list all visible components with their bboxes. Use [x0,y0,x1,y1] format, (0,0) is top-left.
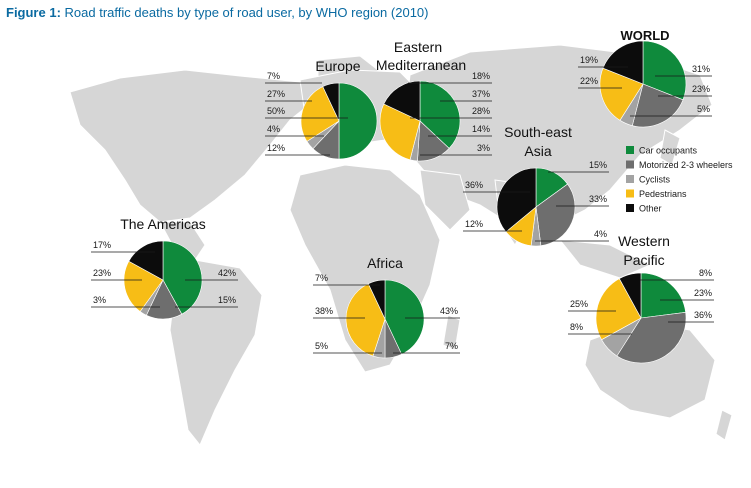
legend: Car occupants Motorized 2-3 wheelers Cycli… [626,146,733,214]
pie-slice-south-east-asia-motorized-2-3-wheelers [535,183,576,247]
data-label-eastern-mediterranean-other: 18% [472,71,490,81]
legend-swatch-other [626,204,634,212]
pie-slice-africa-other [367,279,386,320]
data-label-south-east-asia-car-occupants: 15% [589,160,607,170]
region-title-south-east-asia-line2: Asia [524,143,551,159]
data-label-the-americas-cyclists: 3% [93,295,106,305]
data-label-world-cyclists: 5% [697,104,710,114]
data-label-western-pacific-cyclists: 8% [570,322,583,332]
data-label-eastern-mediterranean-pedestrians: 28% [472,106,490,116]
region-title-eastern-mediterranean: Eastern [394,39,442,55]
legend-label-motorized-2-3-wheelers: Motorized 2-3 wheelers [639,160,733,170]
data-label-south-east-asia-other: 36% [465,180,483,190]
data-label-africa-motorized-2-3-wheelers: 7% [445,341,458,351]
legend-swatch-pedestrians [626,189,634,198]
legend-swatch-cyclists [626,175,634,183]
pie-slice-western-pacific-pedestrians [595,278,642,341]
pie-slice-the-americas-car-occupants [162,240,203,315]
land-south-america [169,259,263,446]
pie-slice-the-americas-pedestrians [123,260,164,312]
data-label-western-pacific-motorized-2-3-wheelers: 36% [694,310,712,320]
land-north-america [69,69,316,223]
legend-swatch-motorized-2-3-wheelers [626,160,634,169]
land-japan [659,129,681,166]
region-title-western-pacific-line2: Pacific [623,252,664,268]
pie-slice-eastern-mediterranean-other [383,80,421,122]
data-label-western-pacific-pedestrians: 25% [570,299,588,309]
data-label-south-east-asia-motorized-2-3-wheelers: 33% [589,194,607,204]
data-label-africa-other: 7% [315,273,328,283]
data-label-western-pacific-other: 8% [699,268,712,278]
data-label-eastern-mediterranean-car-occupants: 37% [472,89,490,99]
data-label-africa-pedestrians: 38% [315,306,333,316]
data-label-the-americas-other: 17% [93,240,111,250]
pie-europe: 50% 12% 4% 27% 7% Europe [265,58,378,160]
pie-africa: 43% 7% 5% 38% 7% Africa [313,255,460,359]
figure-caption: Figure 1: Road traffic deaths by type of… [6,5,428,20]
pie-eastern-mediterranean: 37% 14% 3% 28% 18% Eastern Mediterranean [376,39,492,162]
legend-label-cyclists: Cyclists [639,175,670,185]
data-label-world-pedestrians: 22% [580,76,598,86]
pie-slice-western-pacific-other [618,272,642,319]
region-title-eastern-mediterranean-line2: Mediterranean [376,57,466,73]
data-label-south-east-asia-pedestrians: 12% [465,219,483,229]
legend-swatch-car-occupants [626,146,634,154]
data-label-south-east-asia-cyclists: 4% [594,229,607,239]
pie-slice-africa-pedestrians [345,283,386,357]
region-title-europe: Europe [315,58,360,74]
data-label-eastern-mediterranean-motorized-2-3-wheelers: 14% [472,124,490,134]
region-title-africa: Africa [367,255,403,271]
legend-label-other: Other [639,204,662,214]
pie-slice-the-americas-other [128,240,164,281]
region-title-world: WORLD [620,28,669,43]
pie-the-americas: 42% 15% 3% 23% 17% The Americas [91,216,238,320]
pie-slice-south-east-asia-other [496,167,537,233]
data-label-world-motorized-2-3-wheelers: 23% [692,84,710,94]
figure-label: Figure 1: [6,5,61,20]
land-new-zealand [715,409,733,441]
data-label-world-car-occupants: 31% [692,64,710,74]
region-title-the-americas: The Americas [120,216,206,232]
figure-title: Road traffic deaths by type of road user… [64,5,429,20]
pie-slice-world-car-occupants [642,40,687,101]
data-label-africa-cyclists: 5% [315,341,328,351]
legend-label-car-occupants: Car occupants [639,146,698,156]
data-label-europe-cyclists: 4% [267,124,280,134]
data-label-western-pacific-car-occupants: 23% [694,288,712,298]
pie-charts: 31% 23% 5% 22% 19% WORLD 50% 12% 4% 27% 7% Europe 37… [91,28,714,364]
data-label-the-americas-motorized-2-3-wheelers: 15% [218,295,236,305]
pie-slice-western-pacific-car-occupants [640,272,686,319]
data-label-europe-motorized-2-3-wheelers: 12% [267,143,285,153]
legend-label-pedestrians: Pedestrians [639,189,687,199]
pie-slice-world-other [602,40,644,85]
data-label-eastern-mediterranean-cyclists: 3% [477,143,490,153]
data-label-world-other: 19% [580,55,598,65]
data-label-europe-car-occupants: 50% [267,106,285,116]
data-label-the-americas-car-occupants: 42% [218,268,236,278]
land-se-asia-islands [558,239,652,279]
pie-slice-europe-car-occupants [338,82,378,160]
pie-south-east-asia: 15% 33% 4% 12% 36% South-east Asia [463,124,609,247]
region-title-western-pacific: Western [618,233,670,249]
pie-slice-europe-pedestrians [300,86,340,142]
land-arabia [419,169,471,231]
pie-world: 31% 23% 5% 22% 19% WORLD [578,28,712,128]
pie-slice-africa-car-occupants [384,279,425,355]
data-label-europe-pedestrians: 27% [267,89,285,99]
data-label-africa-car-occupants: 43% [440,306,458,316]
data-label-the-americas-pedestrians: 23% [93,268,111,278]
pie-slice-world-pedestrians [599,67,644,121]
pie-slice-eastern-mediterranean-car-occupants [419,80,461,149]
data-label-europe-other: 7% [267,71,280,81]
region-title-south-east-asia: South-east [504,124,572,140]
pie-western-pacific: 23% 36% 8% 25% 8% Western Pacific [568,233,714,364]
pie-slice-europe-other [322,82,340,122]
